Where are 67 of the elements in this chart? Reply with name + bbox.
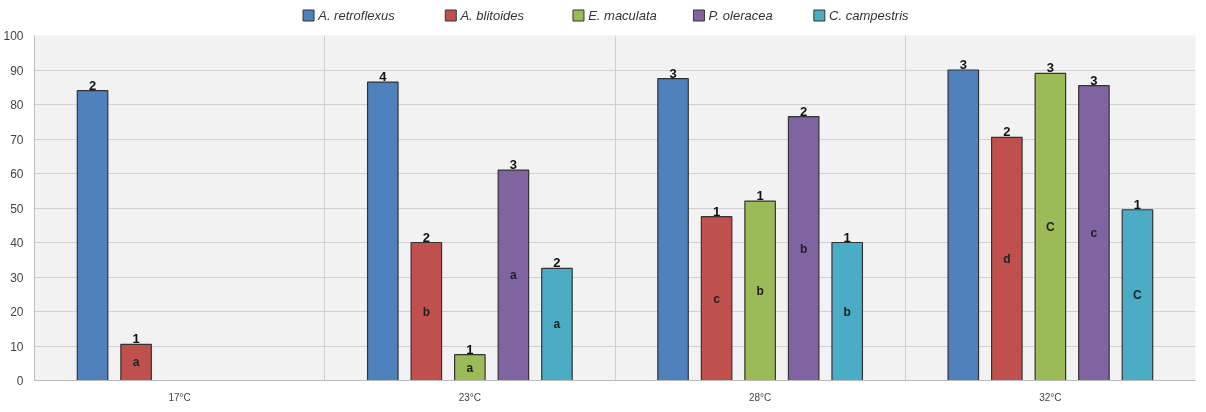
annotation: b — [756, 283, 764, 298]
annotation: d — [1003, 251, 1011, 266]
annotation: 2 — [1003, 124, 1011, 140]
annotation: b — [843, 304, 851, 319]
annotation: 1 — [756, 188, 764, 204]
annotation: a — [466, 360, 474, 375]
bar — [454, 354, 486, 381]
bar — [410, 241, 443, 381]
annotation: 1 — [1133, 196, 1142, 212]
bar — [991, 136, 1023, 381]
annotation: c — [1090, 226, 1098, 241]
bar — [541, 267, 573, 381]
annotation: b — [800, 241, 808, 256]
x-tick-label: 17°C — [168, 391, 191, 403]
y-tick-label: 50 — [10, 201, 24, 216]
annotation: 1 — [132, 331, 140, 347]
annotation: a — [510, 268, 518, 283]
annotation: c — [713, 291, 721, 306]
y-tick-label: 90 — [10, 63, 24, 78]
y-tick-label: 100 — [3, 29, 24, 43]
y-tick-label: 20 — [10, 305, 24, 319]
annotation: 2 — [553, 255, 561, 271]
annotation: 2 — [422, 229, 430, 245]
y-tick-label: 40 — [10, 236, 24, 250]
bar — [947, 69, 980, 381]
bar — [700, 216, 733, 381]
annotation: 3 — [1090, 72, 1098, 88]
bar — [831, 241, 864, 381]
annotation: b — [422, 304, 431, 319]
y-tick-label: 30 — [10, 270, 24, 285]
annotation: C — [1046, 219, 1056, 234]
bar — [76, 90, 109, 381]
legend-label: P. oleracea — [708, 8, 773, 23]
annotation: a — [553, 317, 561, 332]
annotation: 2 — [88, 77, 97, 93]
x-tick-label: 28°C — [748, 391, 772, 403]
annotation: C — [1133, 288, 1143, 303]
annotation: 3 — [669, 65, 677, 81]
bar — [120, 343, 152, 381]
bar — [497, 169, 530, 381]
legend-label: C. campestris — [829, 8, 910, 23]
y-tick-label: 80 — [10, 98, 24, 112]
x-tick-label: 32°C — [1039, 391, 1062, 403]
bar — [1121, 209, 1154, 381]
bar — [1034, 72, 1067, 381]
legend-label: A. blitoides — [459, 8, 525, 23]
annotation: 4 — [379, 69, 388, 85]
bar — [366, 81, 399, 381]
y-tick-label: 60 — [10, 167, 24, 181]
x-tick-label: 23°C — [458, 391, 482, 403]
annotation: 1 — [712, 203, 721, 219]
annotation: 3 — [959, 57, 967, 72]
bar — [1078, 84, 1110, 381]
y-tick-label: 0 — [16, 374, 24, 388]
annotation: a — [132, 355, 140, 370]
legend-label: E. maculata — [588, 8, 657, 23]
bar — [657, 78, 689, 381]
bar — [744, 200, 776, 381]
annotation: 1 — [843, 229, 851, 245]
y-tick-label: 10 — [10, 339, 24, 354]
annotation: 2 — [800, 103, 808, 119]
y-tick-label: 70 — [10, 132, 24, 147]
annotation: 3 — [509, 157, 518, 173]
legend-label: A. retroflexus — [317, 8, 396, 23]
annotation: 3 — [1046, 60, 1054, 76]
annotation: 1 — [466, 341, 474, 357]
bar — [787, 115, 820, 381]
